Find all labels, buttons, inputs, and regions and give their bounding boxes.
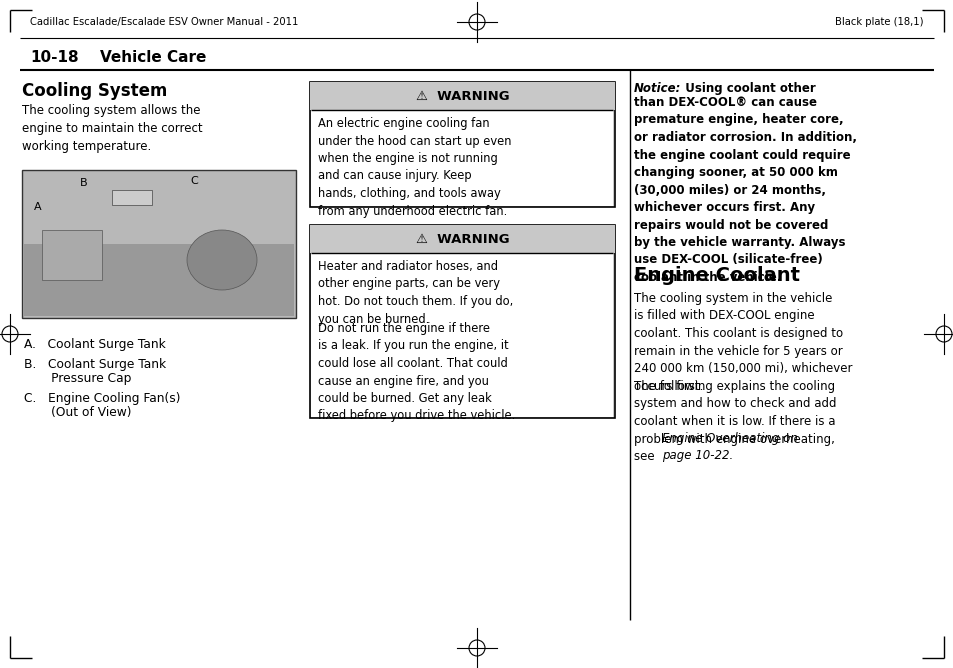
Bar — [310, 225, 615, 253]
Text: Engine Coolant: Engine Coolant — [634, 266, 800, 285]
Bar — [112, 190, 152, 205]
Bar — [310, 225, 615, 418]
Text: Do not run the engine if there
is a leak. If you run the engine, it
could lose a: Do not run the engine if there is a leak… — [317, 322, 515, 422]
Text: C: C — [190, 176, 197, 186]
Bar — [310, 82, 615, 110]
Text: The following explains the cooling
system and how to check and add
coolant when : The following explains the cooling syste… — [634, 380, 836, 463]
Bar — [22, 170, 295, 318]
Bar — [312, 253, 613, 417]
Text: B.   Coolant Surge Tank: B. Coolant Surge Tank — [24, 358, 166, 371]
Text: The cooling system in the vehicle
is filled with DEX-COOL engine
coolant. This c: The cooling system in the vehicle is fil… — [634, 292, 852, 393]
Text: The cooling system allows the
engine to maintain the correct
working temperature: The cooling system allows the engine to … — [22, 104, 202, 153]
Text: ⚠  WARNING: ⚠ WARNING — [416, 232, 509, 246]
Text: Engine Overheating on
page 10-22.: Engine Overheating on page 10-22. — [661, 432, 797, 462]
Text: A.   Coolant Surge Tank: A. Coolant Surge Tank — [24, 338, 166, 351]
Text: (Out of View): (Out of View) — [24, 406, 132, 419]
Text: 10-18: 10-18 — [30, 51, 78, 65]
Bar — [312, 110, 613, 206]
Text: ⚠  WARNING: ⚠ WARNING — [416, 90, 509, 102]
Text: Pressure Cap: Pressure Cap — [24, 372, 132, 385]
Text: Notice:: Notice: — [634, 82, 680, 95]
Text: Vehicle Care: Vehicle Care — [100, 51, 206, 65]
Text: Using coolant other: Using coolant other — [677, 82, 815, 95]
Text: Cadillac Escalade/Escalade ESV Owner Manual - 2011: Cadillac Escalade/Escalade ESV Owner Man… — [30, 17, 298, 27]
Text: An electric engine cooling fan
under the hood can start up even
when the engine : An electric engine cooling fan under the… — [317, 117, 511, 218]
Ellipse shape — [187, 230, 256, 290]
Text: A: A — [34, 202, 42, 212]
Bar — [310, 82, 615, 207]
Text: C.   Engine Cooling Fan(s): C. Engine Cooling Fan(s) — [24, 392, 180, 405]
Text: Heater and radiator hoses, and
other engine parts, can be very
hot. Do not touch: Heater and radiator hoses, and other eng… — [317, 260, 513, 325]
Text: B: B — [80, 178, 88, 188]
Text: Cooling System: Cooling System — [22, 82, 167, 100]
Text: Black plate (18,1): Black plate (18,1) — [835, 17, 923, 27]
Text: than DEX-COOL® can cause
premature engine, heater core,
or radiator corrosion. I: than DEX-COOL® can cause premature engin… — [634, 96, 856, 284]
Bar — [24, 244, 294, 316]
Bar — [42, 230, 102, 280]
